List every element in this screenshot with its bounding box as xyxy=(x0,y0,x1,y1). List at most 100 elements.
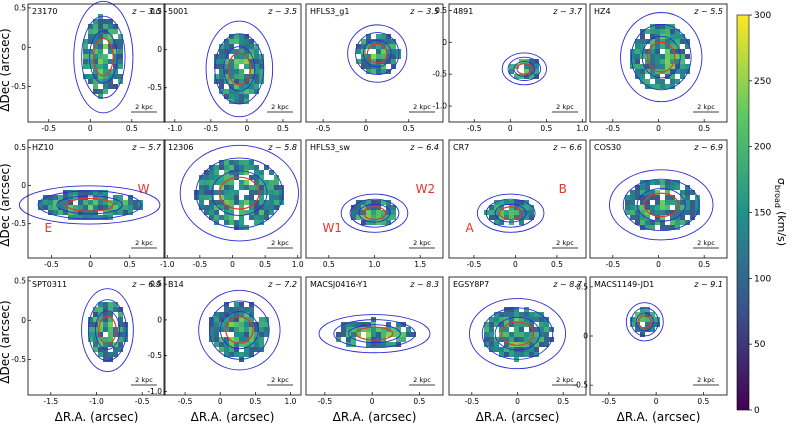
map-pixel xyxy=(685,64,690,69)
map-pixel xyxy=(78,210,83,215)
map-pixel xyxy=(665,225,670,230)
x-tick-label: -0.5 xyxy=(193,260,208,269)
y-tick-label: 0 xyxy=(157,315,162,324)
map-pixel xyxy=(249,59,254,64)
flux-contour xyxy=(37,190,142,220)
flux-contour xyxy=(630,23,692,91)
map-pixel xyxy=(113,205,118,210)
scale-bar-label: 2 kpc xyxy=(135,376,153,384)
map-pixel xyxy=(113,302,118,307)
map-pixel xyxy=(224,347,229,352)
map-pixel xyxy=(88,205,93,210)
map-pixel xyxy=(98,19,103,24)
map-pixel xyxy=(234,99,239,104)
map-pixel xyxy=(204,210,209,215)
y-tick-label: 0.5 xyxy=(14,276,26,285)
map-pixel xyxy=(214,317,219,322)
map-pixel xyxy=(660,84,665,89)
map-pixel xyxy=(366,200,371,205)
map-pixel xyxy=(376,327,381,332)
map-pixel xyxy=(108,19,113,24)
x-tick-label: 0.5 xyxy=(259,260,271,269)
flux-contour xyxy=(476,193,545,233)
map-pixel xyxy=(118,34,123,39)
map-pixel xyxy=(234,307,239,312)
map-pixel xyxy=(640,220,645,225)
panel-macsj0416-y1: MACSJ0416-Y1 z ~ 8.3 2 kpc -0.5 0 0.5 ΔR.A. (a… xyxy=(305,276,444,424)
map-pixel xyxy=(113,200,118,205)
x-tick-label: -0.5 xyxy=(465,397,480,406)
map-pixel xyxy=(209,205,214,210)
map-pixel xyxy=(274,195,279,200)
map-pixel xyxy=(524,332,529,337)
map-pixel xyxy=(660,24,665,29)
map-pixel xyxy=(234,225,239,230)
map-pixel xyxy=(93,74,98,79)
map-pixel xyxy=(108,312,113,317)
y-tick-label: -0.5 xyxy=(147,83,162,92)
x-tick-label: 0.5 xyxy=(698,124,710,133)
map-pixel xyxy=(386,49,391,54)
flux-contour xyxy=(219,311,259,350)
map-pixel xyxy=(239,337,244,342)
scale-bar-label: 2 kpc xyxy=(271,239,289,247)
scale-bar-label: 2 kpc xyxy=(556,376,574,384)
x-tick-label: 1.0 xyxy=(369,260,381,269)
panel-hfls3_sw: HFLS3_sw z ~ 6.4 2 kpc 0.5 1.0 1.5 W2 W1 xyxy=(305,139,444,269)
map-pixel xyxy=(209,337,214,342)
y-tick-label: -0.5 xyxy=(432,70,447,79)
map-pixel xyxy=(401,332,406,337)
map-pixel xyxy=(504,342,509,347)
map-pixel xyxy=(625,210,630,215)
flux-contour xyxy=(635,312,654,332)
map-pixel xyxy=(53,195,58,200)
map-pixel xyxy=(133,205,138,210)
map-pixel xyxy=(645,317,650,322)
x-tick-label: -1.0 xyxy=(160,260,175,269)
x-tick-label: 1.0 xyxy=(576,124,588,133)
map-pixel xyxy=(234,54,239,59)
map-pixel xyxy=(645,49,650,54)
map-pixel xyxy=(640,190,645,195)
map-pixel xyxy=(524,307,529,312)
map-pixel xyxy=(234,165,239,170)
map-pixel xyxy=(635,54,640,59)
map-pixel xyxy=(254,84,259,89)
map-pixel xyxy=(63,210,68,215)
map-pixel xyxy=(519,215,524,220)
x-tick-label: -0.5 xyxy=(467,260,482,269)
map-pixel xyxy=(219,205,224,210)
map-pixel xyxy=(88,327,93,332)
x-tick-label: -0.5 xyxy=(318,397,333,406)
flux-contour xyxy=(494,203,527,223)
scale-bar-label: 2 kpc xyxy=(556,239,574,247)
map-pixel xyxy=(514,74,519,79)
map-pixel xyxy=(249,200,254,205)
map-pixel xyxy=(224,160,229,165)
map-pixel xyxy=(406,327,411,332)
map-pixel xyxy=(103,312,108,317)
map-pixel xyxy=(254,54,259,59)
map-pixel xyxy=(209,327,214,332)
region-label: W2 xyxy=(416,182,436,196)
panel-title: HZ10 xyxy=(32,143,54,152)
panel-title: HFLS3_sw xyxy=(310,143,350,152)
map-pixel xyxy=(259,74,264,79)
map-pixel xyxy=(670,84,675,89)
panel-frame xyxy=(448,3,587,123)
map-pixel xyxy=(239,312,244,317)
map-pixel xyxy=(118,49,123,54)
map-pixel xyxy=(386,200,391,205)
map-pixel xyxy=(103,79,108,84)
broad-region-outline xyxy=(219,176,260,210)
flux-contour xyxy=(18,185,161,225)
map-pixel xyxy=(539,332,544,337)
map-pixel xyxy=(98,302,103,307)
map-pixel xyxy=(529,205,534,210)
map-pixel xyxy=(93,59,98,64)
map-pixel xyxy=(249,352,254,357)
map-pixel xyxy=(239,327,244,332)
map-pixel xyxy=(670,215,675,220)
map-pixel xyxy=(219,54,224,59)
y-tick-label: 0.5 xyxy=(435,6,447,15)
